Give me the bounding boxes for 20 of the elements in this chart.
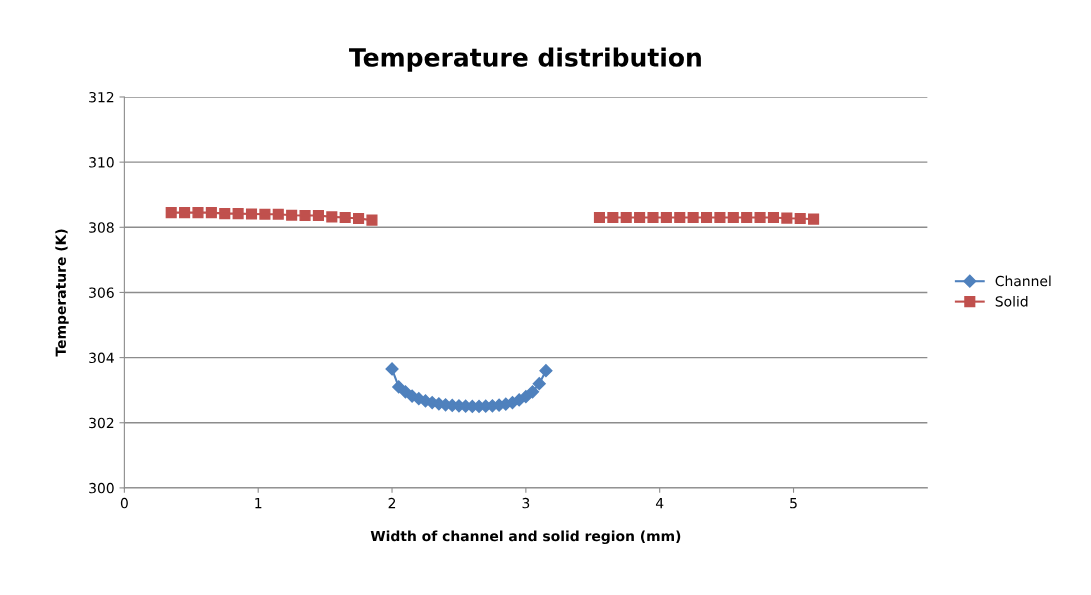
y-tick-label: 304 (89, 352, 114, 364)
chart-title: Temperature distribution (349, 47, 701, 72)
y-tick-label: 308 (89, 222, 114, 233)
x-tick-label: 4 (655, 498, 664, 509)
y-axis-title: Temperature (K) (55, 229, 69, 357)
point (366, 214, 378, 226)
y-tick-label: 306 (89, 287, 114, 298)
x-tick-label: 1 (255, 498, 262, 509)
legend-label: Solid (995, 295, 1028, 307)
x-tick-label: 0 (120, 497, 128, 509)
x-tick-label: 5 (790, 498, 797, 509)
y-tick-label: 312 (89, 91, 114, 103)
x-axis-title: Width of channel and solid region (mm) (370, 530, 681, 545)
legend-label: Channel (995, 275, 1051, 287)
x-tick-label: 3 (522, 497, 530, 509)
y-tick-label: 310 (89, 157, 114, 168)
x-tick-label: 2 (388, 497, 396, 509)
point (539, 364, 553, 378)
y-tick-label: 300 (89, 482, 114, 494)
y-tick-label: 302 (89, 417, 114, 429)
